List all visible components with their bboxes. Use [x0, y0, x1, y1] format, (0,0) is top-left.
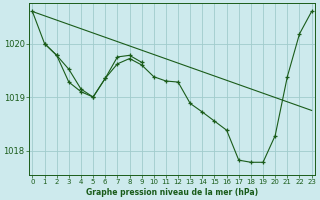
- X-axis label: Graphe pression niveau de la mer (hPa): Graphe pression niveau de la mer (hPa): [86, 188, 258, 197]
